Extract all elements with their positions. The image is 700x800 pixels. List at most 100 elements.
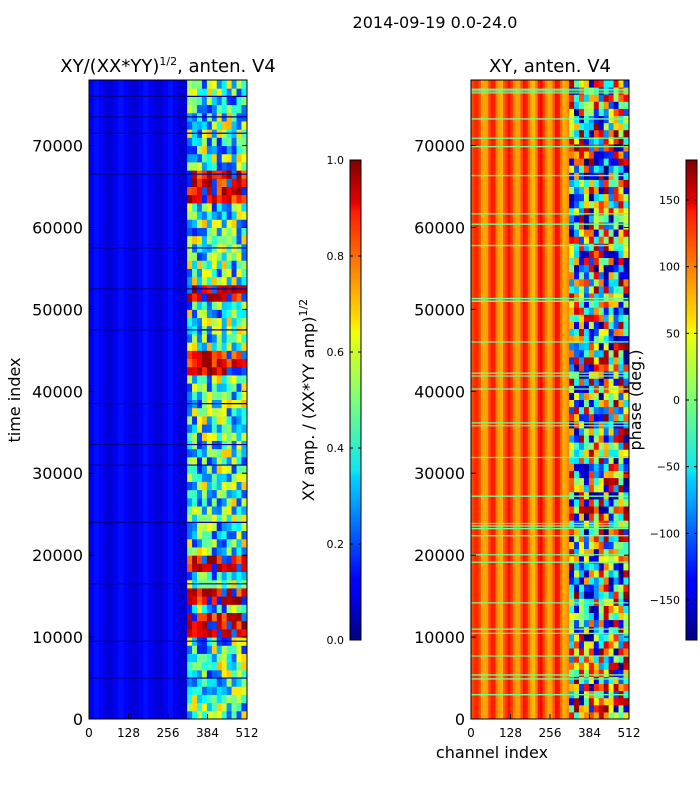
amplitude-cell	[236, 702, 242, 712]
amplitude-cell	[236, 227, 242, 237]
amplitude-cell	[221, 407, 228, 417]
phase-cell	[569, 655, 575, 663]
phase-cell	[574, 371, 580, 379]
phase-cell	[603, 662, 610, 670]
phase-cell	[574, 250, 580, 258]
phase-cell	[588, 243, 595, 251]
amplitude-cell	[201, 604, 208, 613]
phase-cell	[569, 506, 575, 514]
phase-cell	[608, 704, 615, 713]
phase-cell	[613, 328, 620, 337]
phase-cell	[608, 555, 615, 564]
phase-cell	[583, 264, 590, 273]
phase-cell	[598, 435, 605, 443]
amplitude-cell	[206, 514, 213, 523]
phase-cell	[574, 236, 580, 244]
phase-cell	[574, 435, 580, 443]
phase-cell	[603, 697, 610, 706]
amplitude-cell	[192, 293, 198, 302]
amplitude-cell	[216, 678, 223, 687]
phase-cell	[613, 470, 620, 479]
phase-cell	[608, 271, 615, 280]
amplitude-cell	[192, 153, 198, 163]
amplitude-cell	[241, 268, 247, 278]
phase-cell	[608, 619, 615, 628]
phase-cell	[569, 619, 575, 628]
amplitude-cell	[187, 424, 193, 433]
phase-cell	[608, 307, 615, 315]
phase-cell	[569, 378, 575, 386]
amplitude-cell	[241, 219, 247, 228]
phase-cell	[569, 321, 575, 329]
phase-cell	[618, 94, 624, 102]
amplitude-cell	[221, 669, 228, 679]
amplitude-cell	[221, 563, 228, 573]
phase-cell	[569, 264, 575, 273]
amplitude-cell	[192, 178, 198, 187]
phase-cell	[618, 406, 624, 415]
phase-cell	[593, 541, 600, 550]
amplitude-cell	[206, 587, 213, 597]
phase-cell	[593, 527, 600, 535]
amplitude-cell	[226, 120, 233, 130]
phase-cell	[608, 527, 615, 535]
amplitude-cell	[236, 391, 242, 400]
phase-cell	[623, 399, 629, 408]
amplitude-cell	[226, 391, 233, 400]
amplitude-cell	[241, 604, 247, 613]
phase-cell	[593, 513, 600, 521]
phase-cell	[618, 250, 624, 258]
phase-cell	[579, 506, 585, 514]
phase-cell	[623, 80, 629, 88]
amplitude-cell	[236, 596, 242, 605]
phase-cell	[618, 293, 624, 301]
phase-cell	[603, 321, 610, 329]
phase-cell	[613, 605, 620, 613]
amplitude-cell	[201, 194, 208, 204]
phase-cell	[623, 577, 629, 585]
phase-cell	[608, 633, 615, 642]
amplitude-cell	[216, 96, 223, 106]
amplitude-cell	[187, 522, 193, 532]
amplitude-cell	[197, 333, 203, 343]
phase-cell	[588, 321, 595, 329]
amplitude-cell	[231, 153, 238, 163]
phase-cell	[583, 655, 590, 663]
phase-cell	[583, 200, 590, 209]
amplitude-cell	[206, 350, 213, 360]
amplitude-cell	[226, 145, 233, 155]
phase-cell	[603, 548, 610, 557]
amplitude-y-tick-label: 70000	[32, 137, 83, 156]
phase-cell	[603, 498, 610, 507]
phase-column	[564, 80, 568, 719]
phase-cell	[623, 598, 629, 606]
phase-cell	[608, 186, 615, 195]
amplitude-cell	[226, 678, 233, 687]
amplitude-cell	[197, 407, 203, 417]
phase-cell	[603, 314, 610, 322]
amplitude-cell	[201, 710, 208, 719]
phase-cell	[588, 463, 595, 471]
amplitude-cell	[226, 293, 233, 302]
phase-cell	[583, 470, 590, 479]
phase-cell	[608, 349, 615, 358]
amplitude-cell	[236, 678, 242, 687]
amplitude-column	[168, 80, 174, 719]
amplitude-cell	[197, 448, 203, 458]
phase-cell	[593, 314, 600, 322]
phase-cell	[603, 101, 610, 109]
phase-cell	[579, 186, 585, 195]
amplitude-cell	[187, 448, 193, 458]
amplitude-cell	[201, 407, 208, 417]
amplitude-cell	[192, 678, 198, 687]
phase-cell	[623, 442, 629, 450]
amplitude-cell	[241, 391, 247, 400]
phase-cell	[583, 449, 590, 457]
amplitude-cell	[231, 342, 238, 351]
phase-cell	[618, 165, 624, 173]
phase-cell	[588, 364, 595, 372]
phase-cell	[623, 264, 629, 273]
phase-cell	[603, 179, 610, 187]
phase-cell	[583, 165, 590, 173]
amplitude-cell	[201, 514, 208, 523]
